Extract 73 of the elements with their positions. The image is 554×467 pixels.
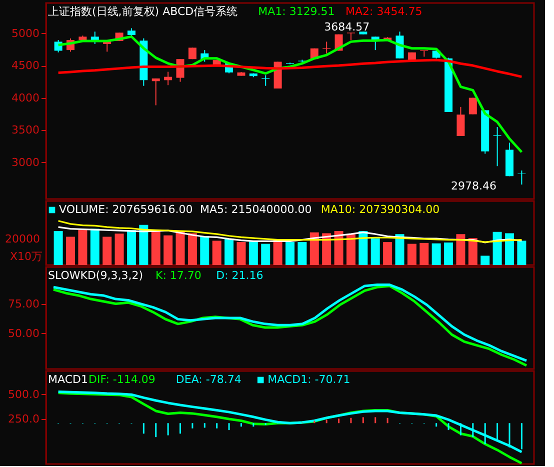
series-label: DIF: -114.09 [88,373,156,386]
candlestick [152,78,160,106]
bar [66,236,76,265]
text: MA2: 3454.75 [346,5,422,18]
y-tick-label: 3500 [12,124,40,137]
candlestick [262,74,270,86]
bar [310,232,319,265]
y-tick-label: 4000 [12,91,40,104]
series-label: MA5: 215040000.00 [200,203,312,216]
candlestick [164,71,172,86]
bar [114,234,124,265]
text: MA1: 3129.51 [258,5,335,18]
bar [212,240,222,265]
bar [492,232,502,265]
annotation: 3684.57 [324,20,370,34]
chart-title: SLOWKD(9,3,3,2) [48,269,144,282]
bar [358,231,368,265]
bar [151,231,160,265]
bar [383,242,392,265]
line-series [57,35,523,154]
bar [102,236,112,265]
y-tick-label: 50.00 [8,326,40,340]
candlestick [456,106,465,137]
y-tick-label: 3000 [12,156,40,169]
legend-label: MACD1: -70.71 [268,373,350,386]
bar [176,231,185,265]
y-tick-label: 500.0 [8,388,40,401]
bar [164,235,173,265]
chart-title: 上证指数(日线,前复权) ABCD信号系统 [48,5,238,18]
text: 20000 [5,232,40,246]
bar [370,238,380,265]
bar [298,242,307,265]
bar [78,230,88,265]
candlestick [346,32,355,41]
legend-label: VOLUME: 207659616.00 [59,203,193,216]
bar [224,238,234,265]
bar [54,231,63,265]
bar [432,243,441,265]
bar [468,238,478,265]
series-label: DEA: -78.74 [176,373,242,386]
bar [236,242,246,265]
text: K: 17.70 [156,269,202,282]
bar [286,242,294,265]
bar [517,240,526,265]
bar [188,233,197,265]
bar [90,228,100,265]
y-tick-label: 75.00 [8,297,40,310]
text: MA10: 207390304.00 [320,203,440,216]
bar [334,231,344,265]
bar [139,224,148,265]
bar [200,236,210,265]
text: D: 21.16 [216,269,264,282]
bar [444,242,454,265]
bar [126,230,136,265]
line-series [57,390,523,454]
bar [248,242,258,265]
candlestick [518,170,526,186]
bar [480,256,490,265]
bar [504,233,514,265]
bar [407,244,416,265]
chart-title: MACD1 [48,373,88,386]
candlestick [468,97,477,115]
y-axis-title: X10万 [10,250,42,264]
line-series [57,58,523,78]
bar [395,234,404,265]
y-tick-label: 5000 [12,26,40,40]
bar [420,242,429,265]
y-tick-label: 4500 [12,59,40,72]
bar [456,234,466,265]
annotation: 2978.46 [451,179,497,192]
bar [346,234,356,265]
y-tick-label: 250.0 [8,412,40,426]
bar [261,244,270,265]
